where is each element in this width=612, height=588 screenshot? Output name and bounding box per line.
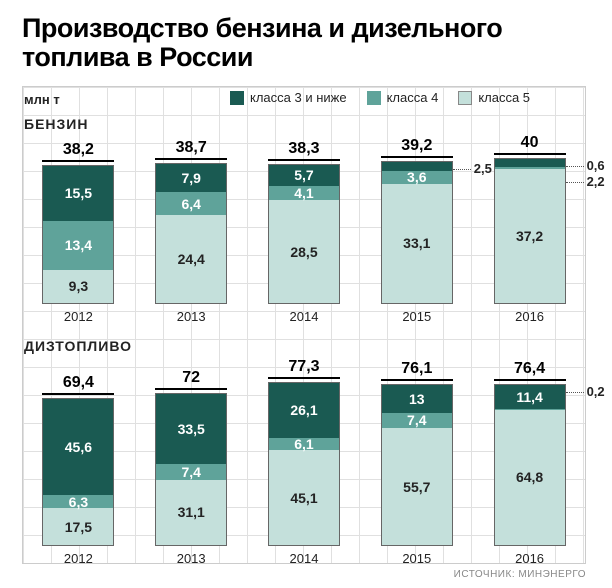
- bar-group: 4037,220160,62,2: [485, 134, 575, 324]
- bar-group: 39,233,13,620152,5: [372, 137, 462, 324]
- bar-segment-class4: 7,4: [382, 413, 452, 429]
- bar-segment-class3: 33,5: [156, 394, 226, 464]
- source-label: ИСТОЧНИК: МИНЭНЕРГО: [454, 569, 586, 580]
- section-label-benzin: БЕНЗИН: [24, 116, 88, 132]
- bar-segment-class4: [495, 167, 565, 169]
- bar-segment-class3: 7,9: [156, 164, 226, 192]
- bar-segment-class3: [382, 162, 452, 171]
- bar-stack: 17,56,345,6: [42, 398, 114, 546]
- legend-item-class5: класса 5: [458, 90, 530, 105]
- year-label: 2014: [290, 551, 319, 566]
- bar-segment-class4: 7,4: [156, 464, 226, 480]
- year-label: 2013: [177, 309, 206, 324]
- swatch-class4: [367, 91, 381, 105]
- bar-segment-class4: 13,4: [43, 221, 113, 269]
- bar-segment-class4: 3,6: [382, 171, 452, 184]
- bar-segment-class3: 13: [382, 385, 452, 412]
- bar-segment-class3: 15,5: [43, 166, 113, 222]
- year-label: 2012: [64, 309, 93, 324]
- bar-stack: 37,2: [494, 158, 566, 304]
- bar-segment-class4: 6,4: [156, 192, 226, 215]
- bar-stack: 55,77,413: [381, 384, 453, 546]
- legend: класса 3 и ниже класса 4 класса 5: [230, 90, 530, 105]
- bar-stack: 45,16,126,1: [268, 382, 340, 546]
- bar-segment-class5: 33,1: [382, 184, 452, 303]
- bar-total: 38,3: [268, 140, 340, 161]
- bar-segment-class5: 37,2: [495, 169, 565, 303]
- bar-segment-class5: 55,7: [382, 428, 452, 545]
- bar-total: 76,4: [494, 360, 566, 381]
- callout: 2,2: [566, 174, 605, 189]
- bar-segment-class3: [495, 159, 565, 167]
- bar-segment-class3: 26,1: [269, 383, 339, 438]
- bar-segment-class5: 64,8: [495, 409, 565, 545]
- callout: 0,2: [566, 384, 605, 399]
- bar-segment-class5: 28,5: [269, 200, 339, 303]
- bar-stack: 31,17,433,5: [155, 393, 227, 546]
- bar-segment-class3: 11,4: [495, 385, 565, 409]
- bar-segment-class5: 24,4: [156, 215, 226, 303]
- bar-total: 38,2: [42, 141, 114, 162]
- section-label-diesel: ДИЗТОПЛИВО: [24, 338, 132, 354]
- bar-total: 69,4: [42, 374, 114, 395]
- bar-segment-class4: 4,1: [269, 186, 339, 201]
- chart-title: Производство бензина и дизельного топлив…: [22, 14, 612, 72]
- bar-segment-class5: 9,3: [43, 270, 113, 303]
- bar-total: 77,3: [268, 358, 340, 379]
- bar-group: 38,7 24,46,47,9 2013: [146, 139, 236, 324]
- bar-group: 77,3 45,16,126,1 2014: [259, 358, 349, 566]
- bar-group: 72 31,17,433,5 2013: [146, 369, 236, 566]
- legend-label: класса 3 и ниже: [250, 90, 347, 105]
- chart-diesel: 69,417,56,345,620127231,17,433,5201377,3…: [22, 356, 586, 566]
- swatch-class3: [230, 91, 244, 105]
- bar-segment-class5: 17,5: [43, 508, 113, 545]
- chart-benzin: 38,29,313,415,5201238,724,46,47,9201338,…: [22, 134, 586, 324]
- year-label: 2016: [515, 309, 544, 324]
- year-label: 2014: [290, 309, 319, 324]
- bar-group: 38,2 9,313,415,5 2012: [33, 141, 123, 325]
- bar-group: 76,464,811,420160,2: [485, 360, 575, 566]
- bar-segment-class5: 31,1: [156, 480, 226, 545]
- bar-segment-class3: 45,6: [43, 399, 113, 495]
- bar-total: 38,7: [155, 139, 227, 160]
- year-label: 2012: [64, 551, 93, 566]
- bar-stack: 24,46,47,9: [155, 163, 227, 304]
- bar-stack: 28,54,15,7: [268, 164, 340, 304]
- bar-group: 69,4 17,56,345,6 2012: [33, 374, 123, 566]
- legend-item-class4: класса 4: [367, 90, 439, 105]
- bar-stack: 33,13,6: [381, 161, 453, 304]
- bar-segment-class4: 6,3: [43, 495, 113, 508]
- bar-segment-class3: 5,7: [269, 165, 339, 186]
- bar-stack: 9,313,415,5: [42, 165, 114, 305]
- year-label: 2015: [402, 309, 431, 324]
- year-label: 2013: [177, 551, 206, 566]
- bar-total: 76,1: [381, 360, 453, 381]
- bar-segment-class4: 6,1: [269, 438, 339, 451]
- year-label: 2016: [515, 551, 544, 566]
- legend-item-class3: класса 3 и ниже: [230, 90, 347, 105]
- bar-total: 39,2: [381, 137, 453, 158]
- bar-total: 40: [494, 134, 566, 155]
- swatch-class5: [458, 91, 472, 105]
- unit-label: млн т: [24, 92, 60, 107]
- bar-group: 76,1 55,77,413 2015: [372, 360, 462, 566]
- legend-label: класса 5: [478, 90, 530, 105]
- bar-group: 38,3 28,54,15,7 2014: [259, 140, 349, 324]
- year-label: 2015: [402, 551, 431, 566]
- bar-total: 72: [155, 369, 227, 390]
- bar-segment-class5: 45,1: [269, 450, 339, 545]
- bar-stack: 64,811,4: [494, 384, 566, 546]
- callout: 0,6: [566, 158, 605, 173]
- legend-label: класса 4: [387, 90, 439, 105]
